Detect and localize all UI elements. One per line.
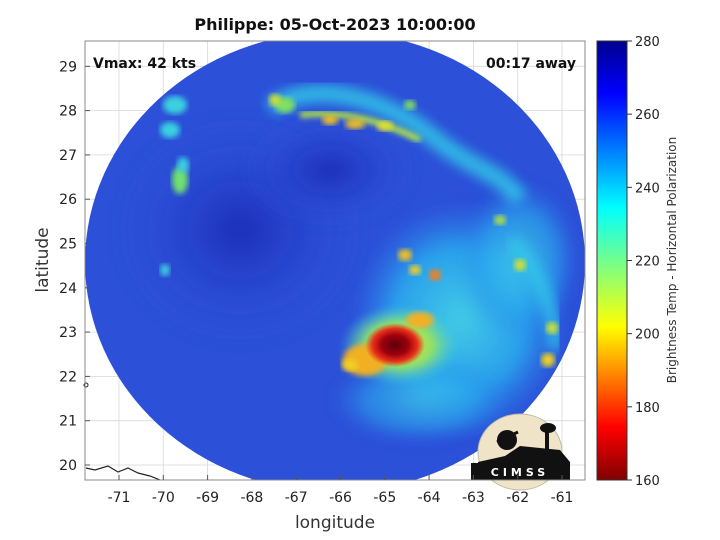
colorbar-tick-label: 220 xyxy=(635,255,660,270)
x-tick-label: -64 xyxy=(418,490,441,506)
colorbar-tick-label: 180 xyxy=(635,401,660,416)
x-tick-label: -71 xyxy=(108,490,131,506)
colorbar-tick-label: 200 xyxy=(635,328,660,343)
x-tick-label: -69 xyxy=(196,490,219,506)
figure-title: Philippe: 05-Oct-2023 10:00:00 xyxy=(194,15,475,34)
y-axis-ticks: 20 21 22 23 24 25 26 27 28 29 xyxy=(59,59,90,474)
x-tick-label: -62 xyxy=(506,490,529,506)
y-tick-label: 28 xyxy=(59,104,77,120)
x-tick-label: -66 xyxy=(329,490,352,506)
y-tick-label: 24 xyxy=(59,281,77,297)
colorbar-tick-label: 260 xyxy=(635,108,660,123)
axes-frame xyxy=(84,40,586,481)
y-tick-label: 23 xyxy=(59,325,77,341)
x-tick-label: -68 xyxy=(240,490,263,506)
island-marker xyxy=(83,382,89,388)
y-tick-label: 22 xyxy=(59,369,77,385)
y-tick-label: 20 xyxy=(59,458,77,474)
colorbar-tick-label: 160 xyxy=(635,474,660,489)
x-tick-label: -65 xyxy=(373,490,396,506)
y-tick-label: 25 xyxy=(59,237,77,253)
y-axis-label: latitude xyxy=(33,227,53,292)
colorbar xyxy=(596,40,628,481)
colorbar-tick-label: 240 xyxy=(635,181,660,196)
y-tick-label: 29 xyxy=(59,59,77,75)
x-axis-label: longitude xyxy=(295,513,375,533)
y-tick-label: 21 xyxy=(59,414,77,430)
vmax-label: Vmax: 42 kts xyxy=(93,56,196,72)
x-tick-label: -63 xyxy=(462,490,485,506)
colorbar-label: Brightness Temp - Horizontal Polarizatio… xyxy=(665,137,679,384)
x-tick-label: -61 xyxy=(551,490,574,506)
time-offset-label: 00:17 away xyxy=(486,56,576,72)
colorbar-ticks: 160 180 200 220 240 260 280 xyxy=(627,35,660,489)
x-tick-label: -70 xyxy=(152,490,175,506)
colorbar-tick-label: 280 xyxy=(635,35,660,50)
x-axis-ticks: -71 -70 -69 -68 -67 -66 -65 -64 -63 -62 -61 xyxy=(108,475,574,506)
y-tick-label: 27 xyxy=(59,148,77,164)
cimss-logo: CIMSS xyxy=(471,413,570,491)
coastline xyxy=(85,465,161,481)
x-tick-label: -67 xyxy=(285,490,308,506)
y-tick-label: 26 xyxy=(59,192,77,208)
logo-text: CIMSS xyxy=(491,466,549,479)
satellite-swath xyxy=(85,41,585,480)
